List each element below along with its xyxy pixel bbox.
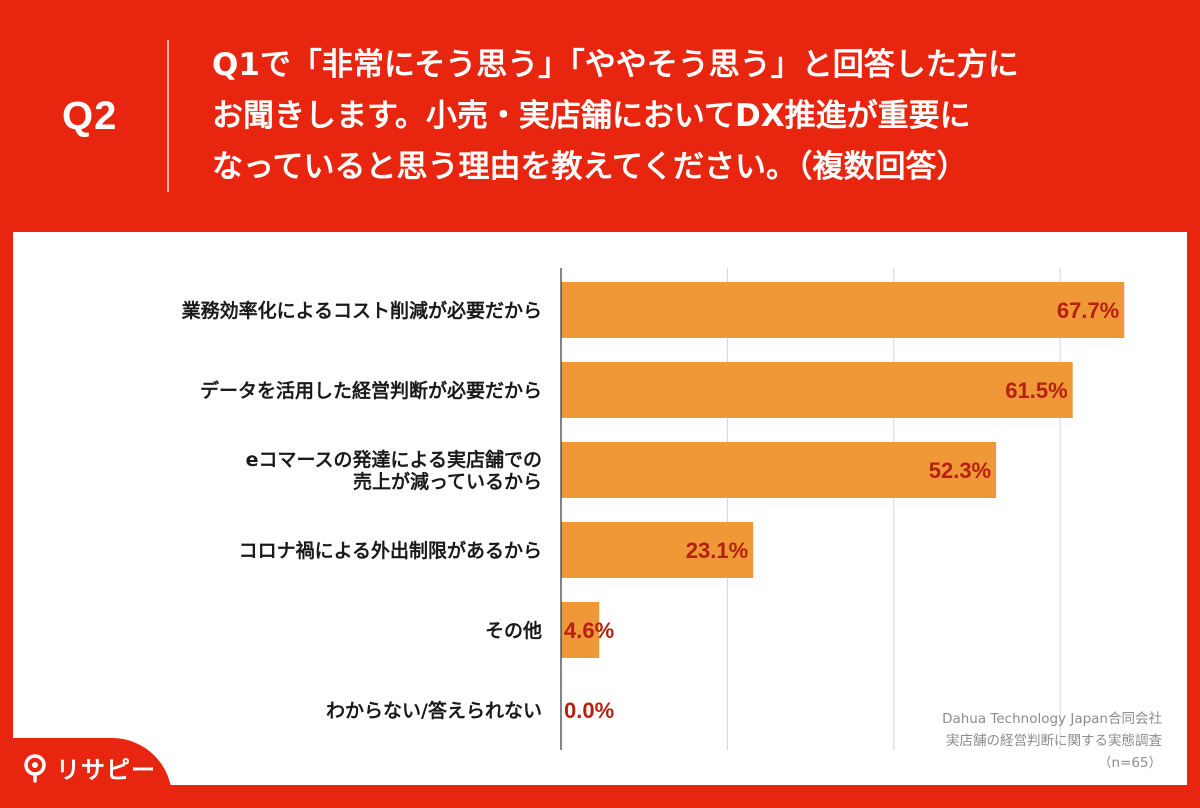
question-line: Q1で「非常にそう思う」「ややそう思う」と回答した方に	[212, 47, 1019, 83]
pin-icon	[24, 753, 46, 783]
category-label: データを活用した経営判断が必要だから	[200, 379, 542, 402]
value-label: 67.7%	[1057, 298, 1119, 323]
source-sample-size: （n=65）	[1097, 755, 1162, 771]
bar	[561, 522, 754, 578]
question-text: Q1で「非常にそう思う」「ややそう思う」と回答した方に お聞きします。小売・実店…	[212, 40, 1172, 193]
value-label: 0.0%	[564, 698, 614, 723]
value-label: 23.1%	[686, 538, 748, 563]
header-divider	[167, 40, 169, 192]
bar-chart: 業務効率化によるコスト削減が必要だから 67.7% データを活用した経営判断が必要だ…	[181, 268, 1125, 750]
bar	[561, 362, 1073, 418]
bar	[561, 602, 600, 658]
source-note: Dahua Technology Japan合同会社 実店舗の経営判断に関する実…	[942, 708, 1162, 774]
category-label: eコマースの発達による実店舗での売上が減っているから	[246, 448, 542, 493]
chart-panel: 業務効率化によるコスト削減が必要だから 67.7% データを活用した経営判断が必要だ…	[13, 232, 1187, 785]
bar	[561, 442, 997, 498]
source-survey: 実店舗の経営判断に関する実態調査	[946, 733, 1162, 749]
question-number: Q2	[62, 94, 118, 138]
question-line: なっていると思う理由を教えてください。（複数回答）	[212, 149, 968, 185]
category-label: コロナ禍による外出制限があるから	[239, 539, 542, 562]
brand-logo: リサピー	[20, 750, 156, 785]
category-label: 業務効率化によるコスト削減が必要だから	[181, 299, 542, 322]
category-label: その他	[485, 619, 542, 642]
header-banner: Q2 Q1で「非常にそう思う」「ややそう思う」と回答した方に お聞きします。小売…	[0, 0, 1200, 232]
bar	[561, 282, 1125, 338]
category-label: わからない/答えられない	[326, 699, 542, 722]
value-label: 4.6%	[564, 618, 614, 643]
value-label: 52.3%	[929, 458, 991, 483]
source-company: Dahua Technology Japan合同会社	[942, 711, 1162, 727]
value-label: 61.5%	[1005, 378, 1067, 403]
question-line: お聞きします。小売・実店舗においてDX推進が重要に	[212, 98, 971, 134]
logo-text: リサピー	[56, 756, 156, 784]
